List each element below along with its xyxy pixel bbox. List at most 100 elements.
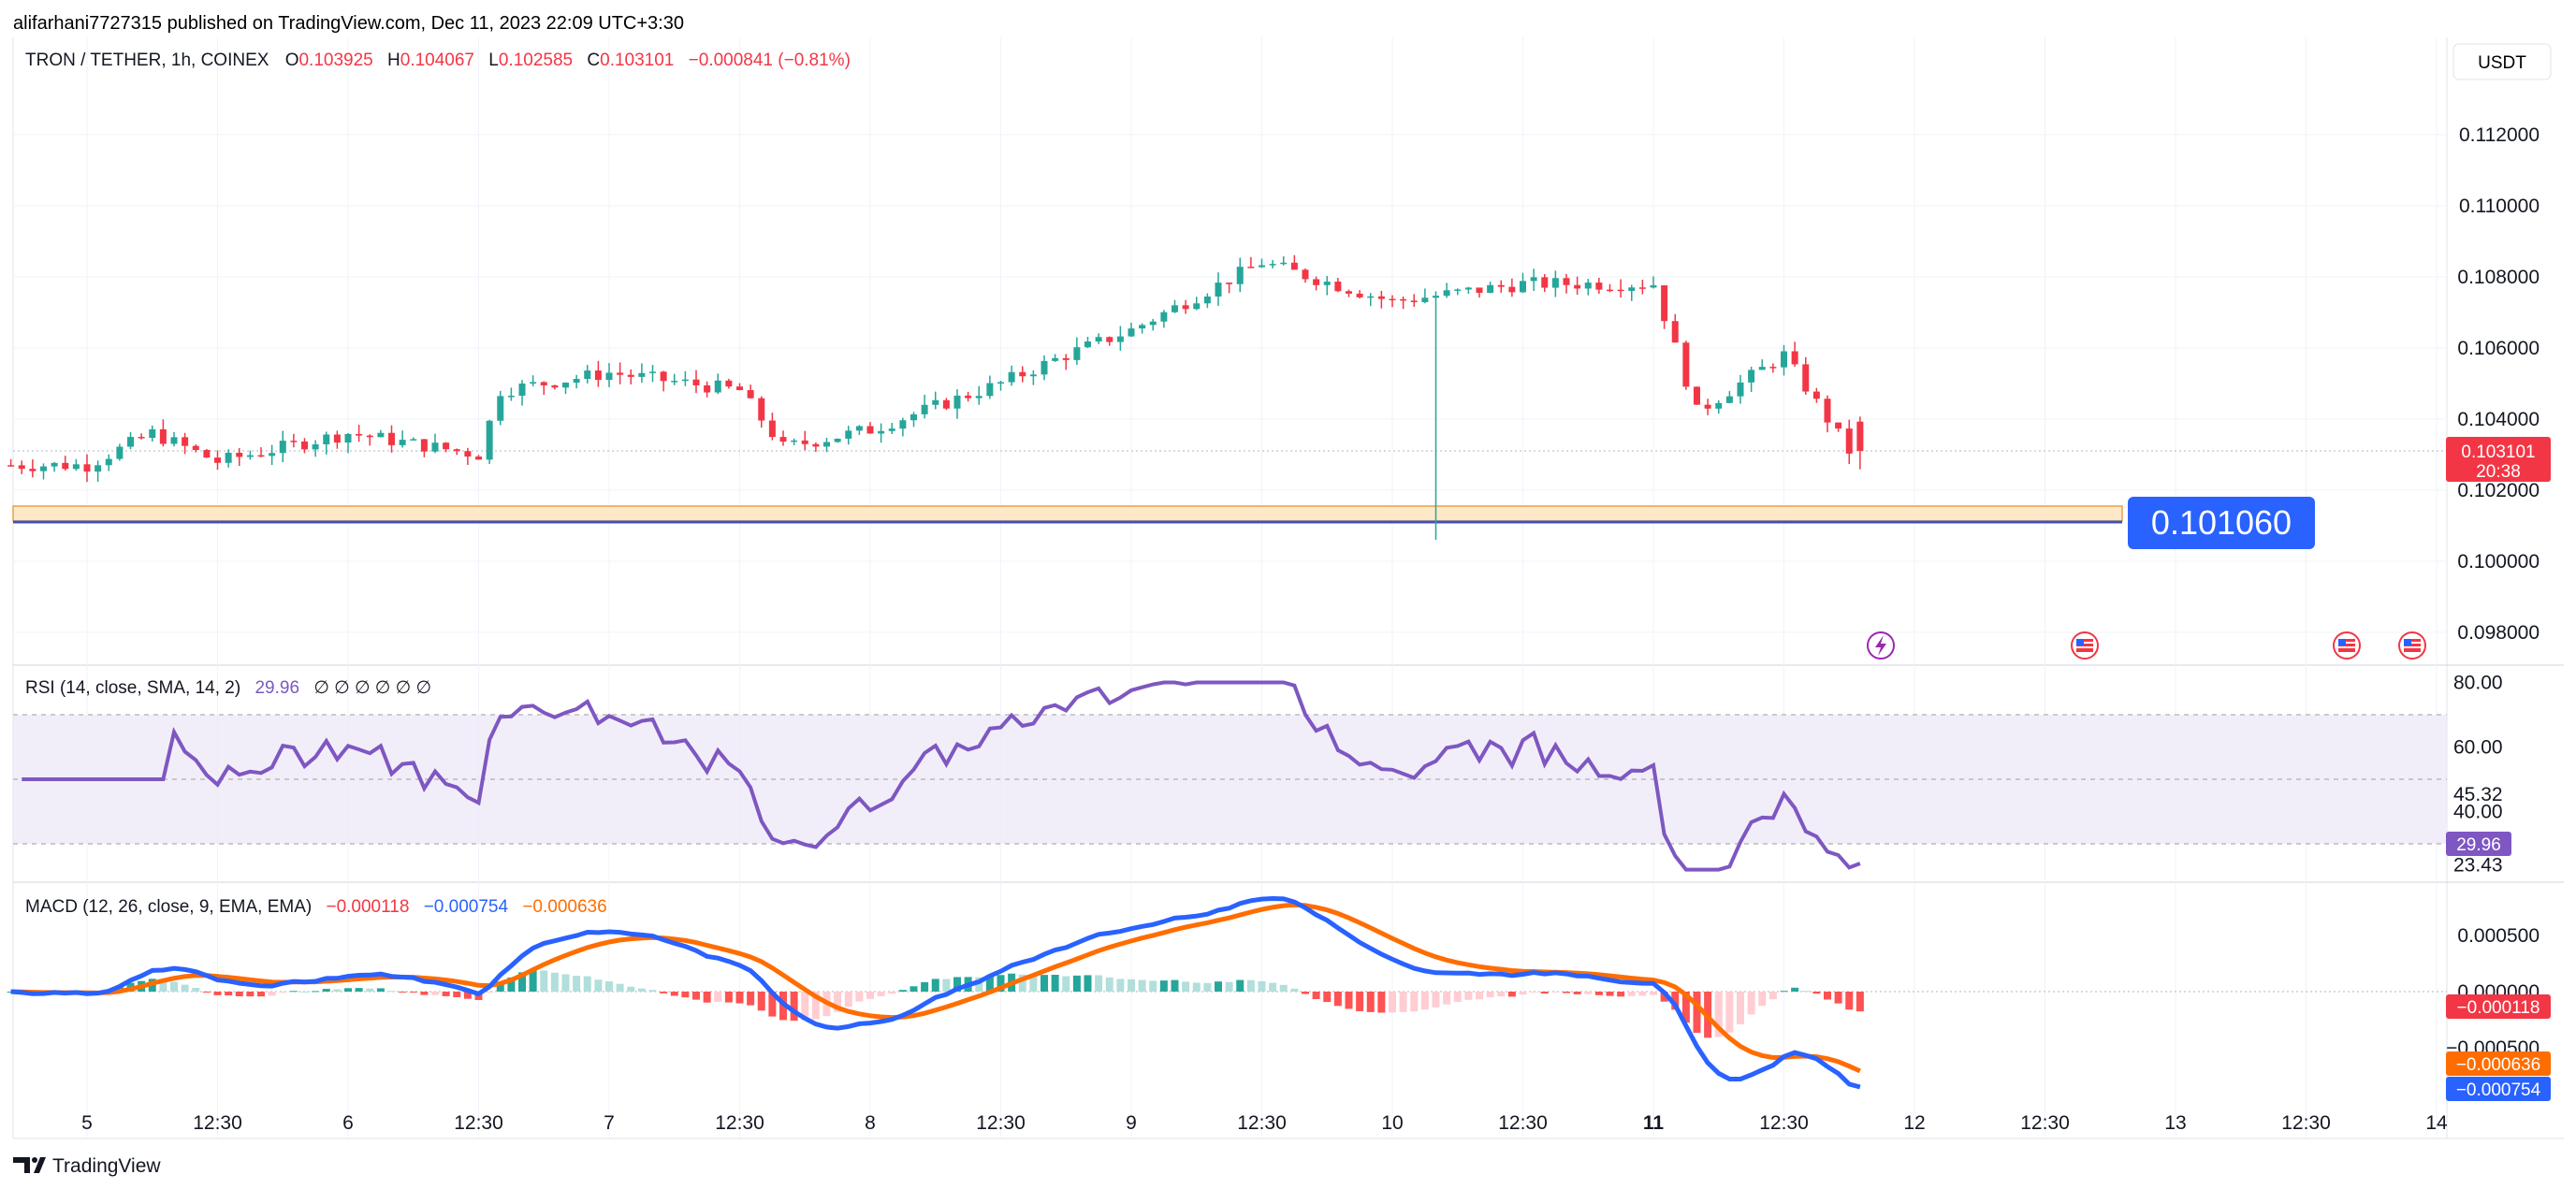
candle-body (236, 452, 243, 457)
macd-hist-bar (811, 992, 820, 1020)
candle-body (736, 386, 743, 391)
candle-body (1704, 404, 1711, 409)
candle-body (986, 383, 994, 397)
time-tick-label: 8 (865, 1112, 876, 1134)
candle-body (1737, 382, 1744, 397)
macd-hist-bar (583, 976, 591, 992)
macd-hist-bar (1737, 992, 1744, 1024)
candle-body (1824, 399, 1831, 423)
macd-hist-bar (1215, 981, 1222, 992)
candle-body (192, 445, 199, 450)
candle-body (149, 428, 156, 439)
event-markers[interactable] (1867, 631, 2426, 660)
candle-body (551, 384, 559, 388)
macd-hist-bar (1095, 975, 1103, 992)
candle-body (942, 399, 950, 409)
macd-hist-bar (735, 992, 744, 1004)
candle-body (366, 435, 373, 438)
high-value: 0.104067 (400, 51, 474, 70)
close-value: 0.103101 (600, 51, 674, 70)
macd-hist-bar (790, 992, 798, 1022)
macd-hist-bar (1551, 992, 1560, 993)
candle-body (497, 396, 504, 421)
candle-body (888, 428, 895, 431)
candle-body (855, 426, 863, 431)
candle-body (1748, 370, 1755, 383)
macd-hist-bar (1443, 992, 1451, 1005)
currency-button[interactable] (2452, 43, 2552, 80)
time-tick-label: 12:30 (1237, 1112, 1287, 1134)
macd-hist-bar (660, 992, 668, 993)
macd-hist-bar (225, 992, 233, 996)
candle-body (627, 374, 634, 377)
candle-body (1812, 391, 1820, 399)
time-axis[interactable]: 5 12:30 6 12:30 7 12:30 8 12:30 9 12:30 10 12:30 11 1… (81, 1112, 2448, 1134)
rsi-badge (2446, 832, 2511, 856)
candle-body (1520, 281, 1526, 293)
candle-body (1367, 296, 1375, 298)
zone-price-label (2128, 497, 2315, 549)
macd-hist-bar (1116, 979, 1125, 992)
price-axis[interactable]: 0.112000 0.110000 0.108000 0.106000 0.104000… (2457, 124, 2540, 644)
candle-body (475, 457, 482, 460)
rsi-tick-label: 45.32 (2453, 784, 2503, 805)
price-tick-label: 0.100000 (2457, 551, 2540, 573)
macd-hist-bar (376, 988, 385, 992)
macd-hist-bar (1159, 980, 1168, 992)
candle-body (29, 469, 36, 471)
macd-hist-bar (1594, 992, 1603, 995)
macd-hist-bar (1084, 975, 1092, 992)
candle-body (1203, 296, 1211, 304)
us-flag-icon[interactable] (2398, 631, 2426, 660)
candle-body (921, 404, 928, 414)
candle-body (1041, 360, 1048, 375)
candle-body (1084, 341, 1091, 348)
us-flag-icon[interactable] (2333, 631, 2361, 660)
tradingview-logo[interactable]: TradingView (13, 1155, 161, 1177)
candle-body (1139, 325, 1146, 329)
tradingview-logo-icon (13, 1157, 30, 1173)
macd-hist-bar (1192, 982, 1201, 992)
symbol-label: TRON / TETHER, 1h, COINEX (25, 51, 269, 70)
macd-hist-bar (442, 992, 450, 996)
candle-body (1019, 371, 1026, 377)
candle-body (1661, 285, 1668, 322)
candle-body (72, 464, 80, 470)
macd-hist-bar (1693, 992, 1701, 1034)
macd-signal-value: −0.000636 (522, 897, 606, 917)
us-flag-icon[interactable] (2071, 631, 2099, 660)
candle-body (638, 372, 646, 377)
macd-hist-bar (768, 992, 777, 1017)
macd-hist-bar (1279, 984, 1288, 992)
candle-body (530, 382, 537, 384)
candle-body (399, 440, 406, 445)
candle-body (1356, 293, 1363, 297)
time-tick-label: 14 (2425, 1112, 2448, 1134)
macd-signal-badge (2446, 1051, 2551, 1076)
candle-body (257, 455, 265, 457)
candle-body (1172, 305, 1178, 312)
macd-hist-bar (289, 991, 298, 993)
price-tick-label: 0.098000 (2457, 622, 2540, 644)
support-zone[interactable] (12, 505, 2123, 522)
candle-body (649, 371, 656, 373)
macd-hist-bar (268, 992, 276, 996)
macd-hist-bar (1345, 992, 1353, 1009)
macd-hist-bar (888, 992, 896, 994)
candle-body (932, 399, 939, 405)
macd-hist-bar (550, 972, 559, 992)
macd-hist-bar (1323, 992, 1332, 1003)
macd-hist-bar (942, 979, 951, 992)
candle-body (1193, 303, 1201, 310)
rsi-value: 29.96 (255, 678, 299, 698)
macd-hist-bar (1758, 992, 1767, 1007)
candle-body (1029, 374, 1037, 377)
candle-body (594, 370, 602, 381)
candle-body (159, 428, 167, 444)
time-tick-label: 12 (1903, 1112, 1925, 1134)
macd-hist-bar (1845, 992, 1854, 1010)
macd-hist-bar (1824, 992, 1831, 1000)
lightning-icon[interactable] (1867, 631, 1895, 660)
